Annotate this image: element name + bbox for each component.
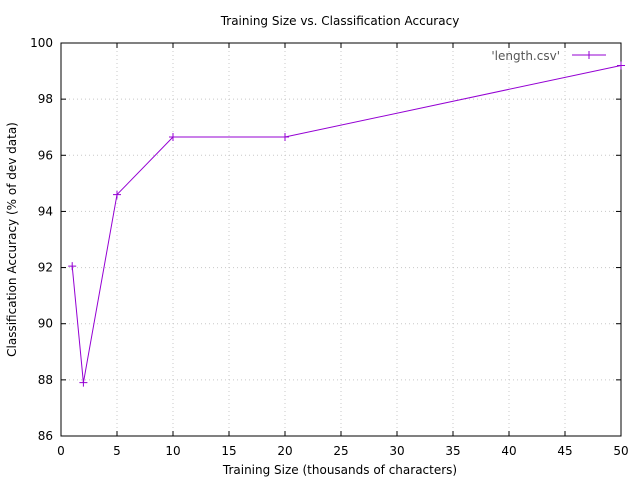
x-tick-label: 5 [113, 444, 121, 458]
x-tick-label: 15 [221, 444, 236, 458]
y-tick-label: 98 [38, 92, 53, 106]
x-tick-label: 45 [557, 444, 572, 458]
y-tick-label: 88 [38, 373, 53, 387]
y-tick-label: 90 [38, 317, 53, 331]
data-point [68, 262, 77, 271]
x-tick-label: 10 [165, 444, 180, 458]
y-tick-label: 92 [38, 261, 53, 275]
x-tick-label: 0 [57, 444, 65, 458]
x-tick-label: 50 [613, 444, 628, 458]
legend: 'length.csv' [491, 49, 606, 63]
grid [61, 43, 621, 436]
series-line [71, 64, 622, 383]
y-tick-label: 86 [38, 429, 53, 443]
x-tick-label: 35 [445, 444, 460, 458]
legend-label: 'length.csv' [491, 49, 560, 63]
x-tick-label: 20 [277, 444, 292, 458]
data-point [79, 378, 88, 387]
y-axis-label: Classification Accuracy (% of dev data) [5, 122, 19, 357]
x-tick-label: 25 [333, 444, 348, 458]
data-point [113, 190, 121, 199]
series-layer [68, 61, 625, 387]
x-tick-label: 40 [501, 444, 516, 458]
y-tick-label: 100 [30, 36, 53, 50]
data-point [281, 133, 289, 142]
x-tick-label: 30 [389, 444, 404, 458]
data-point [169, 133, 177, 142]
y-tick-label: 96 [38, 148, 53, 162]
x-axis-label: Training Size (thousands of characters) [222, 463, 457, 477]
chart-title: Training Size vs. Classification Accurac… [220, 14, 460, 28]
y-tick-label: 94 [38, 204, 53, 218]
ticks: 0 5 10 15 20 25 30 35 40 45 50 86 88 90 92 94 96 98 100 [30, 36, 629, 458]
legend-marker [585, 51, 593, 59]
data-point [617, 61, 625, 70]
